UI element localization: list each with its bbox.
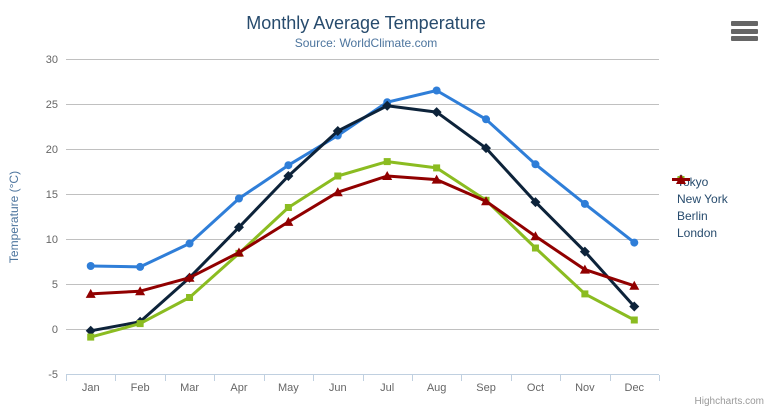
y-axis-label: 30 bbox=[46, 54, 58, 66]
data-point[interactable] bbox=[579, 264, 590, 274]
data-point[interactable] bbox=[481, 196, 492, 206]
data-point[interactable] bbox=[383, 158, 391, 166]
data-point[interactable] bbox=[233, 222, 244, 233]
data-point[interactable] bbox=[580, 199, 589, 208]
legend-item-label: London bbox=[677, 225, 718, 240]
chart-title: Monthly Average Temperature bbox=[246, 13, 486, 33]
data-point[interactable] bbox=[531, 160, 540, 169]
y-axis-label: 25 bbox=[46, 99, 58, 111]
y-axis-label: 10 bbox=[46, 234, 58, 246]
data-point[interactable] bbox=[283, 216, 294, 226]
legend-item-label: New York bbox=[677, 191, 728, 206]
data-point[interactable] bbox=[86, 262, 95, 270]
x-axis-label: Jun bbox=[329, 382, 347, 394]
x-axis-label: May bbox=[278, 382, 299, 394]
data-point[interactable] bbox=[234, 194, 243, 203]
hamburger-menu-icon bbox=[731, 21, 758, 26]
data-point[interactable] bbox=[136, 262, 145, 271]
data-point[interactable] bbox=[431, 174, 442, 184]
data-point[interactable] bbox=[431, 107, 442, 118]
data-point[interactable] bbox=[284, 161, 293, 170]
series-line-london[interactable] bbox=[90, 174, 635, 296]
y-axis-label: 15 bbox=[46, 189, 58, 201]
data-point[interactable] bbox=[629, 301, 640, 312]
legend-item-london[interactable]: London bbox=[672, 174, 728, 241]
data-point[interactable] bbox=[233, 247, 244, 257]
legend-item-berlin[interactable]: Berlin bbox=[672, 176, 728, 224]
x-axis-label: Aug bbox=[427, 382, 447, 394]
x-axis-label: Dec bbox=[625, 382, 645, 394]
x-axis-label: Nov bbox=[575, 382, 595, 394]
data-point[interactable] bbox=[284, 204, 292, 211]
data-point[interactable] bbox=[481, 143, 492, 154]
data-point[interactable] bbox=[530, 197, 541, 208]
data-point[interactable] bbox=[283, 171, 294, 181]
y-axis-label: -5 bbox=[48, 369, 58, 381]
data-point[interactable] bbox=[629, 280, 640, 290]
data-point[interactable] bbox=[332, 187, 343, 197]
data-point[interactable] bbox=[382, 171, 393, 180]
x-axis-label: Jan bbox=[82, 382, 100, 394]
credits-link[interactable]: Highcharts.com bbox=[694, 396, 764, 407]
data-point[interactable] bbox=[530, 231, 541, 241]
data-point[interactable] bbox=[579, 246, 590, 257]
series-line-new-york[interactable] bbox=[90, 104, 636, 333]
legend-item-new-york[interactable]: New York bbox=[672, 174, 728, 207]
data-point[interactable] bbox=[332, 126, 343, 136]
x-axis-label: Feb bbox=[131, 382, 150, 394]
y-axis-title: Temperature (°C) bbox=[7, 170, 21, 264]
data-point[interactable] bbox=[185, 239, 194, 248]
data-point[interactable] bbox=[87, 333, 95, 341]
chart-subtitle: Source: WorldClimate.com bbox=[294, 36, 438, 50]
y-axis-label: 5 bbox=[52, 279, 58, 291]
data-point[interactable] bbox=[85, 288, 96, 298]
x-axis-label: Apr bbox=[230, 382, 247, 394]
data-point[interactable] bbox=[630, 316, 638, 324]
hamburger-menu-icon bbox=[731, 36, 758, 41]
data-point[interactable] bbox=[531, 244, 539, 252]
legend: Tokyo New York Berlin London bbox=[672, 173, 728, 241]
data-point[interactable] bbox=[85, 325, 96, 336]
data-point[interactable] bbox=[334, 172, 342, 180]
x-axis-label: Sep bbox=[476, 382, 496, 394]
data-point[interactable] bbox=[135, 286, 146, 296]
data-point[interactable] bbox=[581, 290, 589, 298]
data-point[interactable] bbox=[382, 100, 393, 111]
x-axis-label: Oct bbox=[527, 382, 544, 394]
data-point[interactable] bbox=[433, 164, 441, 172]
hamburger-menu-icon bbox=[731, 28, 758, 34]
export-menu-button[interactable] bbox=[731, 21, 758, 41]
series-line-berlin[interactable] bbox=[90, 160, 636, 339]
x-axis-label: Mar bbox=[180, 382, 199, 394]
data-point[interactable] bbox=[432, 86, 441, 95]
data-point[interactable] bbox=[186, 294, 194, 301]
data-point[interactable] bbox=[630, 238, 639, 247]
triangle-series-icon bbox=[672, 174, 690, 184]
data-point[interactable] bbox=[482, 115, 491, 124]
y-axis-label: 20 bbox=[46, 144, 58, 156]
y-axis-label: 0 bbox=[52, 324, 58, 336]
x-axis-label: Jul bbox=[380, 382, 394, 394]
legend-item-label: Berlin bbox=[677, 208, 708, 223]
data-point[interactable] bbox=[184, 272, 195, 282]
data-point[interactable] bbox=[136, 320, 144, 328]
